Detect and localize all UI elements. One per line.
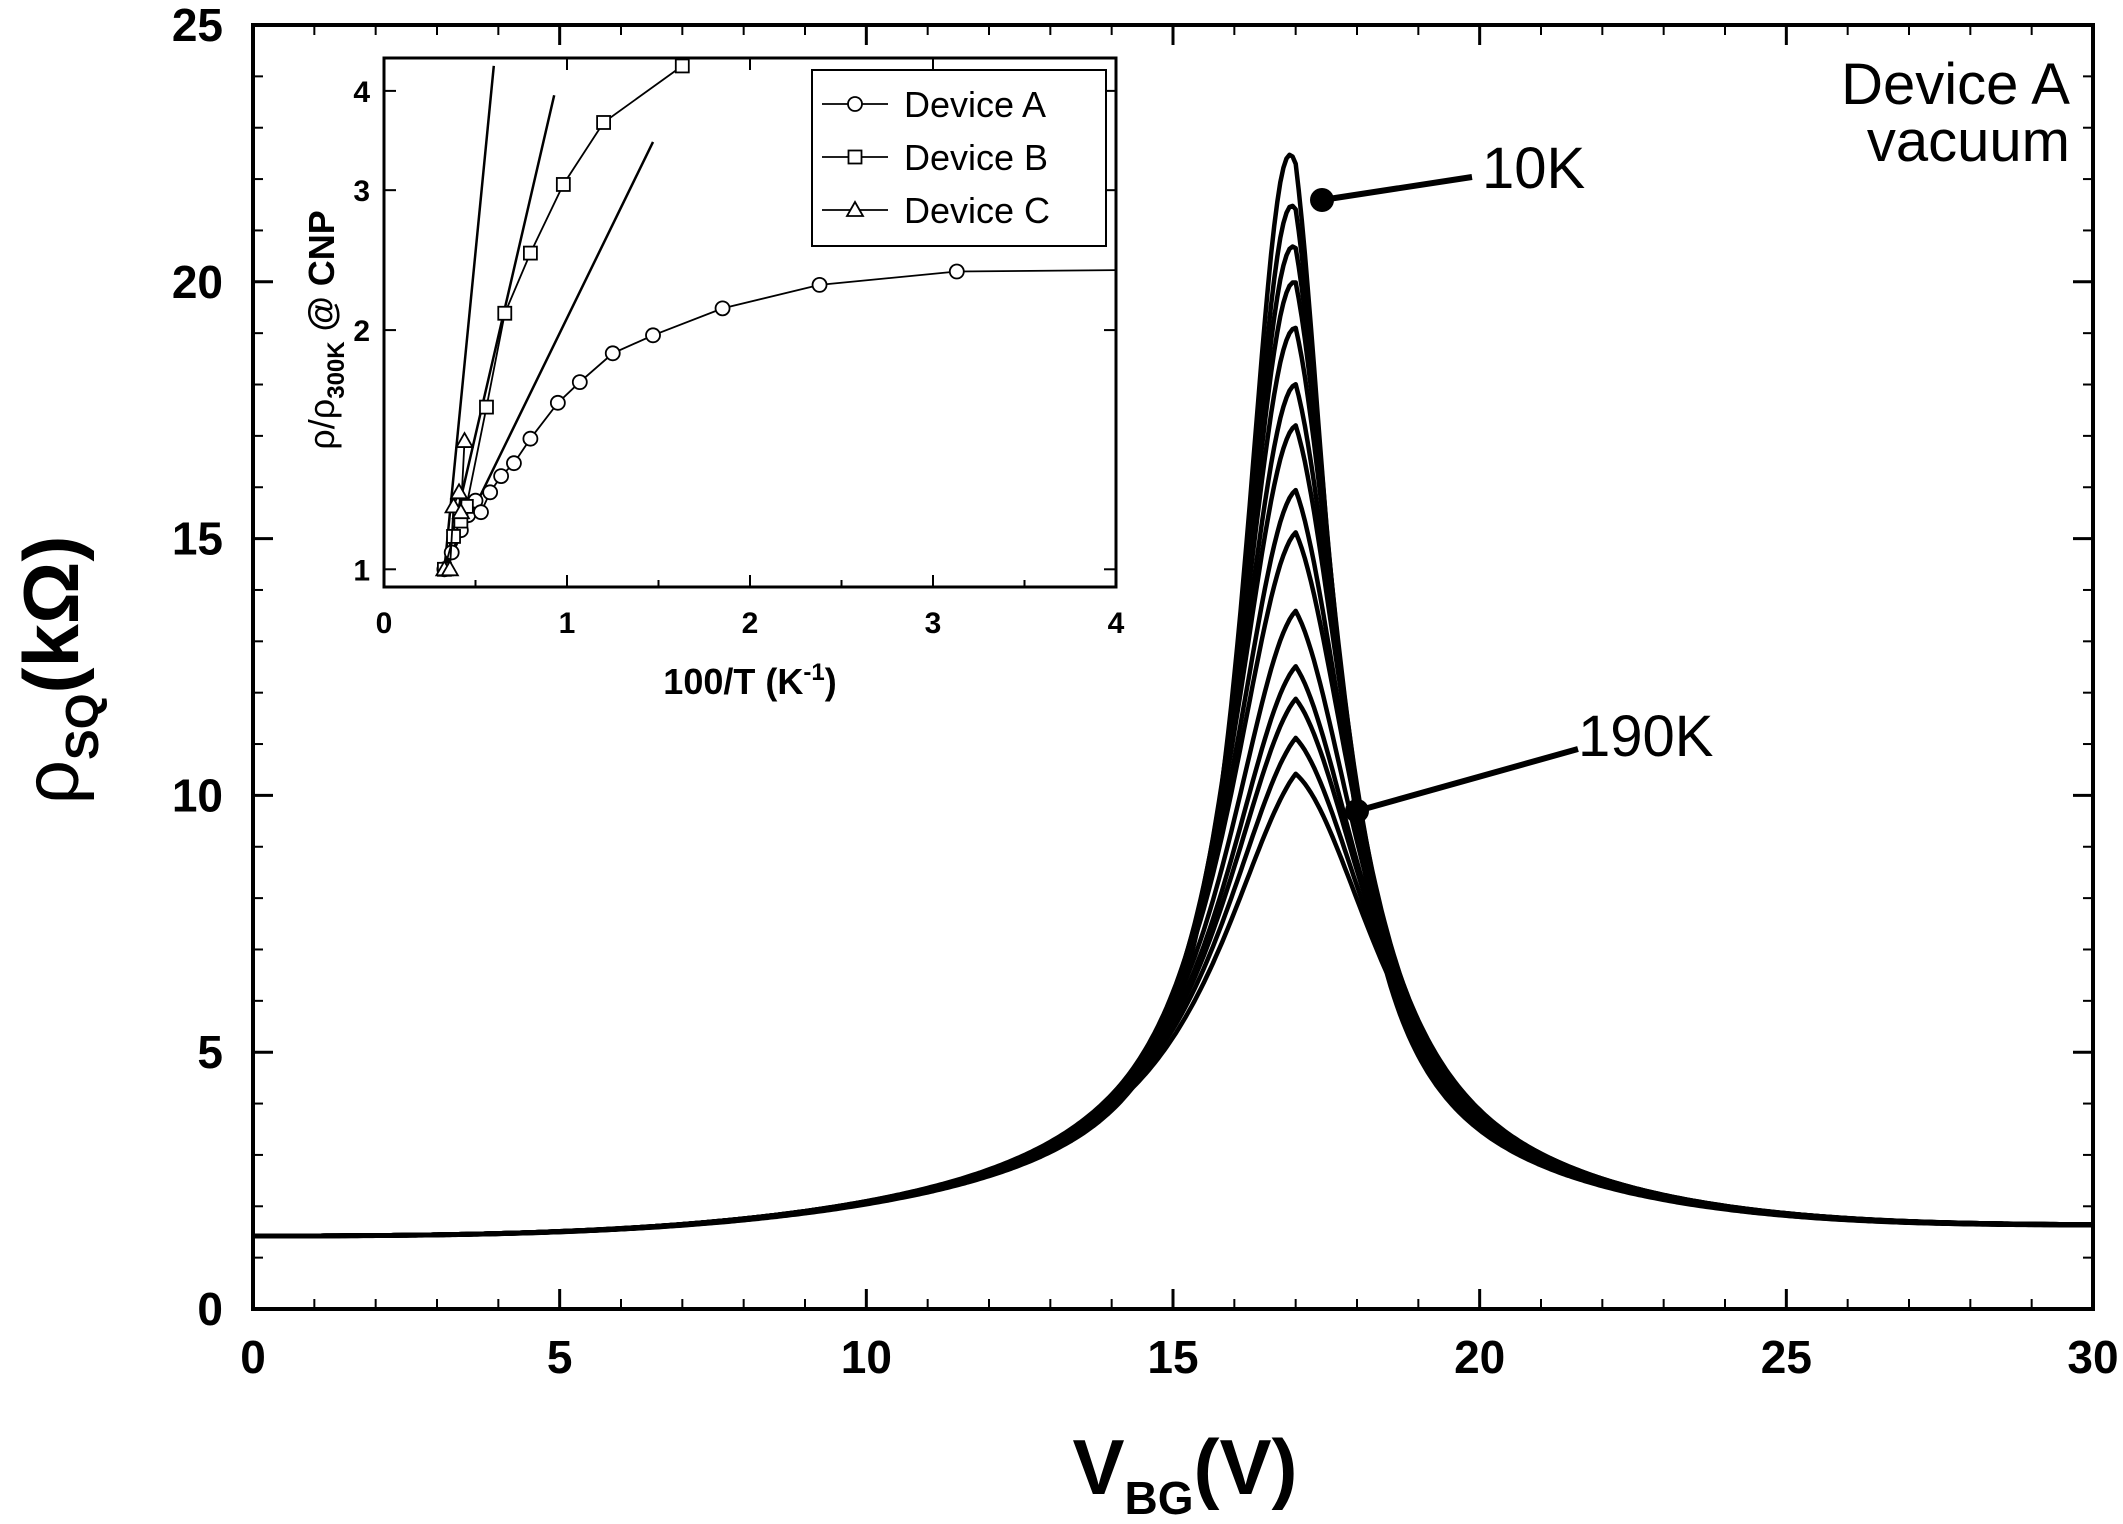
inset-legend: Device A Device B Device C — [811, 69, 1107, 247]
curve-series — [253, 487, 2093, 1239]
inset-x-tick-label: 4 — [1108, 607, 1125, 640]
label-pointer-10k — [1321, 174, 1473, 203]
main-curves — [253, 152, 2094, 1239]
inset-y-tick-label: 2 — [353, 315, 370, 348]
curve-series — [253, 696, 2093, 1239]
inset-data-point — [604, 345, 621, 362]
inset-y-tick-label: 1 — [353, 554, 370, 587]
inset-data-point — [811, 276, 828, 293]
curve-series — [253, 771, 2093, 1239]
x-tick-label: 10 — [841, 1331, 892, 1383]
label-dot-10k — [1310, 188, 1334, 212]
y-axis-title-main: ρ — [7, 760, 95, 804]
x-tick-label: 25 — [1761, 1331, 1812, 1383]
inset-data-point — [454, 431, 475, 448]
legend-marker — [847, 149, 863, 165]
environment-annotation: vacuum — [1867, 109, 2070, 174]
y-tick-label: 10 — [172, 769, 223, 821]
inset-y-tick-label: 4 — [353, 76, 370, 109]
inset-y-axis-title-suffix: @ CNP — [301, 210, 342, 341]
x-axis-title-unit: (V) — [1194, 1423, 1298, 1511]
inset-data-point — [714, 300, 731, 317]
x-tick-label: 20 — [1454, 1331, 1505, 1383]
inset-data-point — [451, 502, 471, 520]
inset-y-axis-title-main: ρ/ρ — [301, 399, 342, 450]
inset-series-line — [443, 65, 683, 570]
inset-plot — [434, 58, 1117, 578]
y-tick-label: 20 — [172, 256, 223, 308]
curve-series — [253, 608, 2093, 1239]
inset-data-point — [473, 504, 489, 521]
inset-x-tick-label: 1 — [559, 607, 576, 640]
y-tick-label: 15 — [172, 513, 223, 565]
curve-series — [253, 664, 2093, 1239]
device-annotation: Device A — [1841, 52, 2070, 117]
x-tick-label: 0 — [240, 1331, 266, 1383]
inset-data-point — [645, 327, 661, 344]
legend-label: Device B — [904, 137, 1048, 178]
label-190k: 190K — [1578, 704, 1714, 769]
x-tick-label: 15 — [1147, 1331, 1198, 1383]
inset-data-point — [497, 305, 513, 321]
inset-data-point — [482, 484, 499, 501]
inset-data-point — [549, 394, 566, 411]
inset-x-tick-label: 0 — [376, 607, 393, 640]
label-pointer-190k — [1356, 746, 1579, 814]
x-tick-label: 5 — [547, 1331, 573, 1383]
inset-data-point — [440, 559, 460, 577]
inset-x-axis-title-suffix: ) — [825, 661, 837, 702]
label-dot-190k — [1345, 799, 1369, 823]
inset-x-axis-title-sup: -1 — [803, 659, 824, 686]
inset-data-point — [522, 430, 539, 447]
curve-series — [253, 530, 2094, 1239]
inset-y-axis-title: ρ/ρ300K @ CNP — [301, 210, 350, 449]
inset-data-point — [948, 263, 965, 280]
inset-data-point — [479, 399, 494, 415]
inset-x-tick-label: 2 — [742, 607, 759, 640]
y-axis-title: ρSQ(kΩ) — [7, 536, 108, 805]
label-10k: 10K — [1482, 136, 1586, 201]
x-tick-label: 30 — [2067, 1331, 2118, 1383]
inset-x-axis-title: 100/T (K-1) — [663, 659, 836, 702]
inset-y-axis-title-sub: 300K — [323, 341, 350, 399]
inset-data-point — [446, 529, 461, 544]
inset-data-point — [523, 245, 538, 261]
inset-fit-line — [443, 65, 496, 570]
x-axis-title-sub: BG — [1125, 1472, 1194, 1524]
y-axis-title-sub: SQ — [56, 694, 108, 760]
inset-data-point — [571, 374, 588, 391]
y-axis-title-unit: (kΩ) — [7, 536, 95, 694]
x-axis-title: VBG(V) — [1072, 1423, 1297, 1524]
inset-data-point — [674, 58, 690, 74]
inset-data-point — [449, 482, 469, 500]
inset-data-point — [596, 115, 611, 130]
y-tick-label: 0 — [197, 1283, 223, 1335]
legend-marker — [845, 200, 865, 217]
inset-x-axis-title-main: 100/T (K — [663, 661, 803, 702]
inset-data-point — [506, 455, 522, 472]
inset-data-point — [555, 177, 571, 192]
legend-label: Device C — [904, 190, 1050, 231]
legend-marker — [847, 96, 863, 112]
inset-data-point — [493, 468, 510, 485]
inset-x-tick-label: 3 — [925, 607, 942, 640]
y-tick-label: 5 — [197, 1026, 223, 1078]
x-axis-title-main: V — [1072, 1423, 1124, 1511]
y-tick-label: 25 — [172, 0, 223, 51]
legend-label: Device A — [904, 84, 1046, 125]
inset-y-tick-label: 3 — [353, 175, 370, 208]
